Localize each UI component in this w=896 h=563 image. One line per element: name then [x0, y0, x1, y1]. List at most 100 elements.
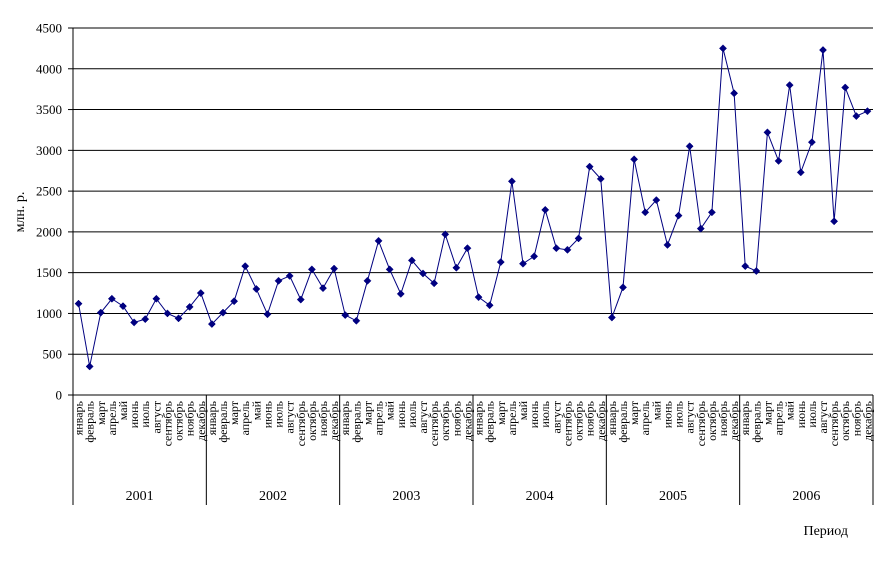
series-polyline: [78, 48, 868, 367]
month-label: май: [516, 400, 530, 420]
y-tick-label: 2000: [36, 224, 62, 239]
month-label: май: [116, 400, 130, 420]
month-label: апрель: [372, 400, 386, 435]
data-point: [85, 362, 94, 371]
month-label: ноябрь: [583, 400, 597, 436]
month-label: январь: [738, 400, 752, 435]
month-label: июнь: [260, 400, 274, 428]
month-label: август: [816, 400, 830, 433]
data-point: [307, 265, 316, 274]
month-label: октябрь: [172, 400, 186, 440]
month-label: июль: [538, 400, 552, 427]
data-point: [463, 244, 472, 253]
data-point: [296, 295, 305, 304]
data-point: [496, 258, 505, 267]
data-point: [652, 196, 661, 205]
data-point: [374, 236, 383, 245]
month-label: декабрь: [194, 400, 208, 441]
month-label: август: [149, 400, 163, 433]
data-point: [552, 244, 561, 253]
data-point: [330, 264, 339, 273]
month-label: июнь: [527, 400, 541, 428]
month-label: апрель: [238, 400, 252, 435]
data-point: [696, 224, 705, 233]
data-point: [219, 308, 227, 317]
month-label: сентябрь: [427, 400, 441, 446]
data-point: [585, 162, 594, 171]
data-point: [341, 311, 350, 320]
month-label: март: [227, 400, 241, 425]
y-tick-label: 1000: [36, 306, 62, 321]
month-label: февраль: [749, 400, 763, 442]
data-point: [385, 265, 394, 274]
month-label: октябрь: [305, 400, 319, 440]
data-point: [107, 294, 116, 303]
month-label: октябрь: [438, 400, 452, 440]
data-point: [841, 83, 850, 92]
month-label: февраль: [216, 400, 230, 442]
data-point: [519, 259, 527, 268]
month-label: февраль: [349, 400, 363, 442]
month-label: январь: [72, 400, 86, 435]
year-label: 2005: [659, 489, 687, 504]
month-label: июнь: [660, 400, 674, 428]
data-point: [707, 208, 716, 217]
month-label: июль: [272, 400, 286, 427]
data-point: [763, 128, 772, 137]
data-point: [719, 44, 727, 53]
gridlines: [73, 27, 873, 355]
series-line: [74, 44, 872, 371]
month-label: июнь: [394, 400, 408, 428]
month-label: май: [783, 400, 797, 420]
data-point: [319, 284, 327, 293]
data-point: [263, 310, 272, 319]
data-point: [441, 230, 450, 239]
month-label: июль: [405, 400, 419, 427]
data-point: [419, 269, 427, 278]
data-point: [674, 211, 683, 220]
year-label: 2003: [392, 489, 420, 504]
data-point: [396, 289, 405, 298]
month-label: январь: [605, 400, 619, 435]
month-label: март: [494, 400, 508, 425]
month-label: март: [360, 400, 374, 425]
month-label: июль: [672, 400, 686, 427]
data-point: [752, 267, 761, 275]
data-point: [152, 294, 161, 303]
data-point: [174, 314, 183, 323]
data-point: [530, 252, 539, 261]
data-point: [285, 271, 294, 280]
month-label: август: [416, 400, 430, 433]
month-label: октябрь: [572, 400, 586, 440]
data-point: [119, 302, 127, 311]
data-point: [574, 234, 583, 243]
data-point: [774, 156, 783, 165]
data-point: [507, 177, 516, 186]
y-tick-label: 2500: [36, 184, 62, 199]
y-tick-label: 0: [56, 388, 63, 403]
month-label: декабрь: [594, 400, 608, 441]
month-label: июнь: [127, 400, 141, 428]
month-label: май: [649, 400, 663, 420]
data-point: [785, 81, 794, 90]
month-label: сентябрь: [160, 400, 174, 446]
month-label: февраль: [616, 400, 630, 442]
month-label: июль: [138, 400, 152, 427]
data-point: [685, 142, 694, 151]
data-point: [630, 155, 639, 164]
month-label: ноябрь: [849, 400, 863, 436]
data-point: [607, 313, 616, 322]
y-tick-label: 3000: [36, 143, 62, 158]
y-tick-label: 3500: [36, 102, 62, 117]
data-point: [541, 205, 550, 214]
month-label: ноябрь: [316, 400, 330, 436]
month-label: август: [549, 400, 563, 433]
data-point: [863, 107, 872, 116]
data-point: [196, 289, 205, 298]
data-point: [807, 138, 816, 147]
month-label: ноябрь: [716, 400, 730, 436]
data-point: [407, 256, 416, 265]
data-point: [96, 308, 105, 317]
data-point: [452, 263, 461, 272]
